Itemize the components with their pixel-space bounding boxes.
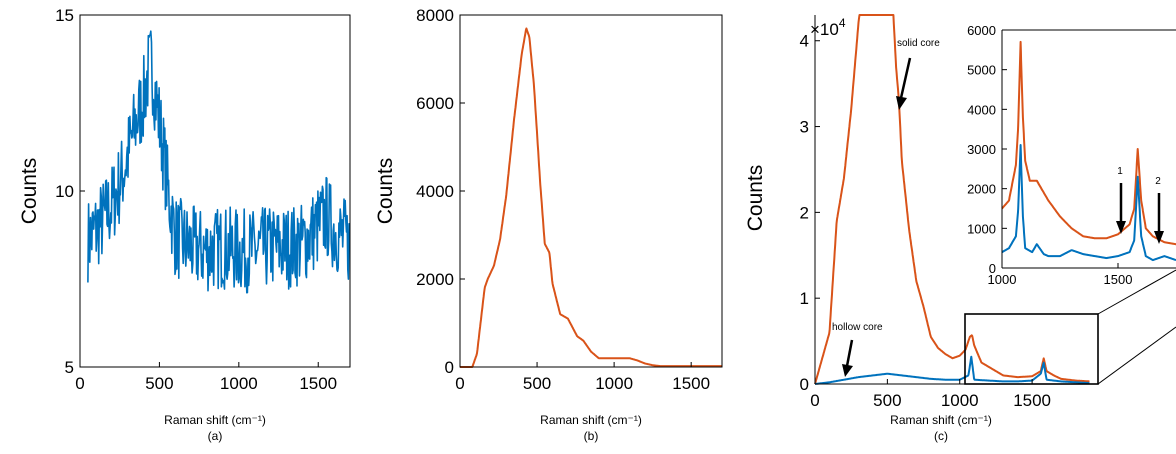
inset-marker-2-arrow-icon bbox=[1154, 193, 1164, 244]
inset-ytick-label: 4000 bbox=[967, 102, 996, 117]
inset-ytick-label: 0 bbox=[989, 261, 996, 276]
panel-c-caption: (c) bbox=[934, 429, 948, 443]
inset-ytick-label: 5000 bbox=[967, 63, 996, 78]
panel-a-xtick-label: 500 bbox=[145, 374, 173, 393]
panel-b-axes-frame bbox=[459, 14, 723, 368]
zoom-connector-top bbox=[1097, 269, 1176, 315]
panel-b-caption: (b) bbox=[584, 429, 599, 443]
zoom-connector-bottom bbox=[1097, 326, 1176, 385]
panel-a-ylabel: Counts bbox=[18, 158, 41, 225]
panel-c-multiplier-exp: 4 bbox=[839, 16, 846, 30]
panel-a-series-blue-line bbox=[87, 30, 351, 294]
panel-b-ytick-label: 6000 bbox=[416, 94, 454, 113]
panel-b-ytick-label: 2000 bbox=[416, 270, 454, 289]
hollow-core-arrow-icon bbox=[842, 339, 854, 377]
inset-ytick-label: 1000 bbox=[967, 221, 996, 236]
panel-a-ytick-label: 15 bbox=[55, 6, 74, 25]
panel-b: 0 500 1000 1500 0 2000 4000 6000 8000 Counts Ram… bbox=[374, 6, 723, 443]
inset-series-blue-line bbox=[1001, 144, 1176, 262]
panel-a-ytick-label: 5 bbox=[65, 358, 74, 377]
solid-core-label: solid core bbox=[897, 38, 940, 49]
panel-c-xlabel: Raman shift (cm⁻¹) bbox=[890, 413, 992, 427]
panel-b-xlabel: Raman shift (cm⁻¹) bbox=[540, 413, 642, 427]
panel-a-caption: (a) bbox=[208, 429, 223, 443]
panel-c-ytick-label: 4 bbox=[800, 32, 809, 51]
panel-a-xlabel: Raman shift (cm⁻¹) bbox=[164, 413, 266, 427]
panel-b-xtick-label: 0 bbox=[455, 374, 464, 393]
panel-c-xtick-label: 1000 bbox=[941, 391, 979, 410]
hollow-core-label: hollow core bbox=[832, 322, 883, 333]
panel-b-ylabel: Counts bbox=[374, 158, 397, 225]
panel-c-xtick-label: 0 bbox=[810, 391, 819, 410]
panel-c-plot-area bbox=[814, 14, 1091, 385]
inset-ytick-label: 3000 bbox=[967, 142, 996, 157]
solid-core-arrow-icon bbox=[896, 57, 912, 110]
inset-ytick-label: 2000 bbox=[967, 182, 996, 197]
inset-xtick-label: 1000 bbox=[988, 272, 1017, 287]
panel-b-plot-area bbox=[459, 27, 723, 368]
panel-c-series-orange-line bbox=[814, 14, 1091, 385]
panel-b-ytick-label: 4000 bbox=[416, 182, 454, 201]
panel-c-ytick-label: 2 bbox=[800, 203, 809, 222]
panel-a-ticks: 0 500 1000 1500 5 10 15 bbox=[55, 6, 337, 393]
panel-a-ytick-label: 10 bbox=[55, 182, 74, 201]
panel-a-plot-area bbox=[87, 30, 351, 294]
inset-ytick-label: 6000 bbox=[967, 23, 996, 38]
panel-c-ticks: 0 500 1000 1500 0 1 2 3 4 bbox=[800, 32, 1051, 410]
inset-marker-2: 2 bbox=[1155, 176, 1161, 187]
panel-c-series-blue-line bbox=[814, 355, 1091, 385]
panel-b-xtick-label: 1500 bbox=[672, 374, 710, 393]
panel-c-ytick-label: 3 bbox=[800, 118, 809, 137]
inset-plot-area bbox=[1001, 40, 1176, 262]
panel-b-xtick-label: 1000 bbox=[595, 374, 633, 393]
panel-c-ytick-label: 1 bbox=[800, 289, 809, 308]
zoom-region-box bbox=[964, 313, 1099, 385]
inset-marker-1: 1 bbox=[1117, 166, 1123, 177]
panel-b-xtick-label: 500 bbox=[523, 374, 551, 393]
panel-a: 0 500 1000 1500 5 10 15 Counts Raman shift (cm… bbox=[18, 6, 351, 443]
panel-a-xtick-label: 0 bbox=[75, 374, 84, 393]
panel-c-xtick-label: 500 bbox=[873, 391, 901, 410]
panel-c-multiplier: ×104 bbox=[810, 16, 846, 39]
panel-b-ytick-label: 8000 bbox=[416, 6, 454, 25]
panel-c-ytick-label: 0 bbox=[800, 375, 809, 394]
panel-b-ticks: 0 500 1000 1500 0 2000 4000 6000 8000 bbox=[416, 6, 710, 393]
panel-a-xtick-label: 1000 bbox=[220, 374, 258, 393]
panel-b-ytick-label: 0 bbox=[445, 358, 454, 377]
inset-series-orange-line bbox=[1001, 40, 1176, 246]
panel-b-series-orange-line bbox=[459, 27, 723, 368]
panel-c-ylabel: Counts bbox=[744, 165, 767, 232]
panel-c-multiplier-base: ×10 bbox=[810, 20, 839, 39]
panel-a-xtick-label: 1500 bbox=[299, 374, 337, 393]
inset-marker-1-arrow-icon bbox=[1116, 183, 1126, 234]
panel-c-xtick-label: 1500 bbox=[1013, 391, 1051, 410]
inset-xtick-label: 1500 bbox=[1104, 272, 1133, 287]
